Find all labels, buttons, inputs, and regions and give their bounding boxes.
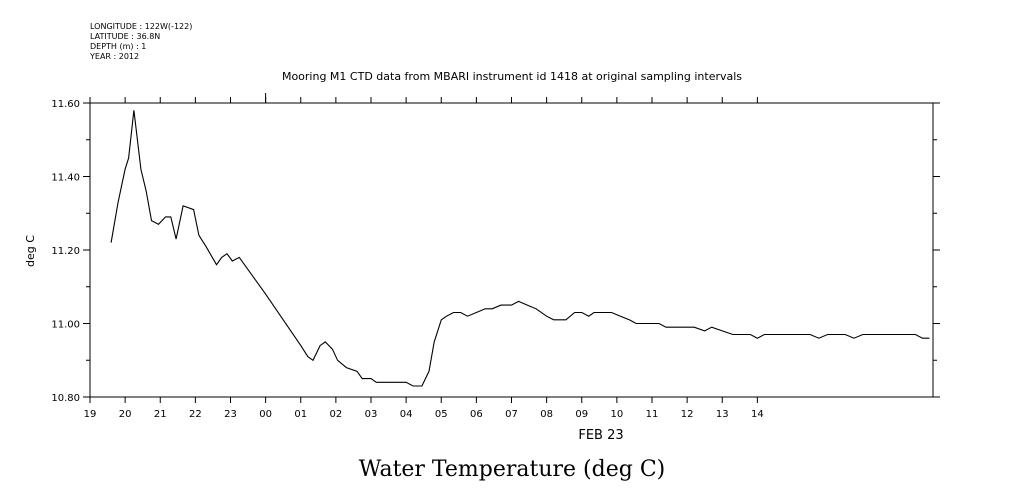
chart-caption: Water Temperature (deg C)	[359, 457, 666, 482]
axes: 10.80 11.00 11.20 11.40 11.60 19 20 21 22 23 00 01 0…	[51, 93, 940, 420]
metadata-year: YEAR : 2012	[90, 52, 140, 61]
x-tick-label: 02	[330, 409, 343, 420]
temperature-line	[110, 110, 930, 387]
x-tick-label: 01	[294, 409, 307, 420]
y-tick-label: 11.20	[51, 246, 80, 257]
y-tick-label: 11.40	[51, 173, 80, 184]
x-tick-label: 06	[470, 409, 483, 420]
x-tick-label: 03	[365, 409, 378, 420]
metadata-block: LONGITUDE : 122W(-122) LATITUDE : 36.8N …	[90, 22, 192, 62]
x-tick-label: 07	[505, 409, 518, 420]
x-tick-label: 00	[259, 409, 272, 420]
chart-title: Mooring M1 CTD data from MBARI instrumen…	[282, 70, 742, 83]
x-tick-label: 19	[84, 409, 97, 420]
metadata-longitude: LONGITUDE : 122W(-122)	[90, 22, 193, 31]
y-axis-label: deg C	[24, 235, 37, 267]
x-tick-label: 14	[751, 409, 764, 420]
y-tick-label: 11.60	[51, 99, 80, 110]
x-tick-label: 21	[154, 409, 167, 420]
x-tick-label: 12	[681, 409, 694, 420]
series-group	[110, 110, 930, 387]
metadata-latitude: LATITUDE : 36.8N	[90, 32, 161, 41]
x-tick-label: 09	[575, 409, 588, 420]
x-tick-label: 20	[119, 409, 132, 420]
plot-frame	[89, 102, 934, 398]
x-axis-label: FEB 23	[578, 428, 623, 443]
x-tick-label: 13	[716, 409, 729, 420]
x-tick-label: 22	[189, 409, 202, 420]
metadata-depth: DEPTH (m) : 1	[90, 42, 147, 51]
y-tick-label: 10.80	[51, 393, 80, 404]
x-tick-label: 04	[400, 409, 413, 420]
y-tick-label: 11.00	[51, 320, 80, 331]
x-tick-label: 23	[224, 409, 237, 420]
x-tick-label: 10	[611, 409, 624, 420]
x-tick-label: 05	[435, 409, 448, 420]
x-tick-label: 08	[540, 409, 553, 420]
x-tick-label: 11	[646, 409, 659, 420]
